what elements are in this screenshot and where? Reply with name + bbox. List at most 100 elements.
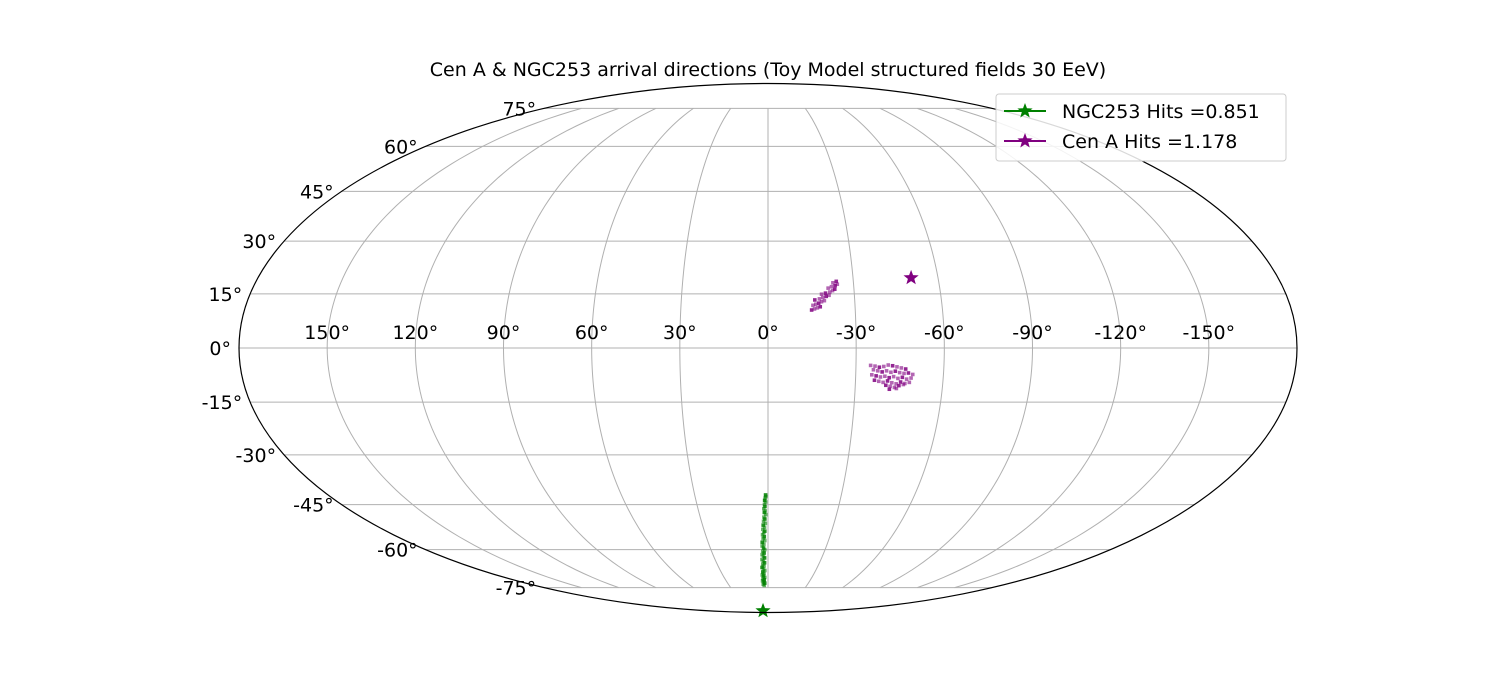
- arrival-point: [889, 370, 893, 375]
- arrival-point: [829, 284, 834, 289]
- arrival-point: [897, 383, 901, 388]
- lat-tick-label: -60°: [377, 540, 418, 562]
- arrival-point: [763, 568, 767, 573]
- legend-label: NGC253 Hits =0.851: [1062, 101, 1260, 123]
- chart-title: Cen A & NGC253 arrival directions (Toy M…: [430, 59, 1106, 81]
- arrival-point: [890, 380, 894, 385]
- arrival-point: [761, 519, 766, 523]
- arrival-point: [901, 382, 906, 387]
- lat-tick-label: -30°: [236, 445, 277, 467]
- arrival-point: [821, 295, 825, 300]
- lon-tick-label: 0°: [757, 322, 779, 344]
- arrival-point: [894, 386, 899, 391]
- arrival-point: [812, 307, 817, 311]
- arrival-point: [892, 385, 897, 390]
- arrival-point: [818, 304, 823, 309]
- arrival-point: [819, 299, 824, 304]
- arrival-point: [763, 517, 767, 521]
- lat-tick-label: 60°: [384, 136, 418, 158]
- arrival-point: [763, 521, 768, 526]
- arrival-point: [762, 510, 767, 515]
- lon-tick-label: -60°: [924, 322, 965, 344]
- lon-tick-label: 30°: [663, 322, 697, 344]
- lat-tick-label: 0°: [209, 338, 231, 360]
- arrival-point: [880, 370, 884, 374]
- arrival-point: [891, 374, 896, 379]
- arrival-point: [835, 282, 840, 287]
- arrival-point: [762, 547, 767, 552]
- arrival-point: [761, 527, 765, 532]
- arrival-point: [902, 371, 906, 376]
- arrival-point: [827, 290, 832, 294]
- arrival-point: [763, 512, 768, 517]
- arrival-point: [832, 287, 837, 292]
- arrival-point: [761, 523, 765, 527]
- arrival-point: [904, 377, 909, 381]
- source-star-marker: [903, 269, 919, 285]
- arrival-point: [888, 384, 892, 389]
- arrival-point: [833, 283, 837, 288]
- arrival-point: [817, 297, 822, 301]
- arrival-point: [762, 564, 766, 568]
- legend-star-icon: [1017, 103, 1033, 118]
- arrival-point: [877, 365, 882, 370]
- sky-outline: [238, 82, 1298, 614]
- arrival-point: [762, 506, 766, 511]
- arrival-point: [760, 544, 764, 548]
- arrival-point: [762, 560, 767, 565]
- legend-label: Cen A Hits =1.178: [1062, 131, 1237, 153]
- arrival-point: [762, 525, 767, 530]
- arrival-point: [815, 306, 820, 310]
- arrival-point: [883, 374, 887, 379]
- lon-tick-label: 60°: [575, 322, 609, 344]
- arrival-point: [897, 370, 902, 375]
- arrival-point: [762, 575, 767, 580]
- arrival-point: [871, 367, 876, 372]
- lat-tick-label: -15°: [202, 392, 243, 414]
- source-star-marker: [755, 602, 771, 618]
- arrival-point: [907, 380, 912, 385]
- arrival-point: [882, 364, 886, 369]
- arrival-point: [909, 376, 913, 380]
- arrival-point: [910, 372, 915, 377]
- lon-tick-label: -90°: [1012, 322, 1053, 344]
- arrival-point: [819, 292, 824, 297]
- arrival-point: [830, 288, 835, 293]
- arrival-point: [823, 291, 828, 295]
- arrival-point: [762, 583, 767, 588]
- arrival-point: [816, 301, 821, 305]
- lon-tick-label: -150°: [1183, 322, 1236, 344]
- arrival-point: [887, 375, 891, 380]
- arrival-point: [761, 536, 765, 541]
- arrival-point: [884, 369, 889, 373]
- arrival-point: [876, 369, 880, 373]
- arrival-point: [887, 387, 892, 392]
- arrival-point: [906, 371, 911, 375]
- arrival-point: [827, 293, 831, 298]
- arrival-point: [903, 367, 908, 371]
- arrival-point: [826, 286, 830, 290]
- arrival-point: [762, 502, 767, 507]
- lat-tick-label: 30°: [242, 231, 276, 253]
- arrival-point: [763, 500, 768, 504]
- lat-tick-label: 75°: [502, 98, 536, 120]
- arrival-point: [896, 376, 900, 381]
- arrival-point: [760, 540, 765, 545]
- arrival-point: [884, 383, 888, 388]
- arrival-point: [881, 380, 885, 385]
- arrival-point: [869, 373, 874, 377]
- arrival-point: [899, 366, 904, 370]
- lon-tick-label: 90°: [487, 322, 521, 344]
- arrival-point: [813, 298, 817, 302]
- lat-tick-label: -45°: [293, 495, 334, 517]
- arrival-point: [762, 538, 767, 543]
- arrival-point: [762, 556, 767, 560]
- arrival-point: [811, 303, 815, 308]
- arrival-point: [834, 279, 839, 284]
- arrival-point: [874, 374, 878, 378]
- legend-box: [995, 93, 1287, 162]
- lat-tick-label: 45°: [300, 181, 334, 203]
- arrival-point: [873, 364, 877, 368]
- legend-star-icon: [1017, 133, 1033, 148]
